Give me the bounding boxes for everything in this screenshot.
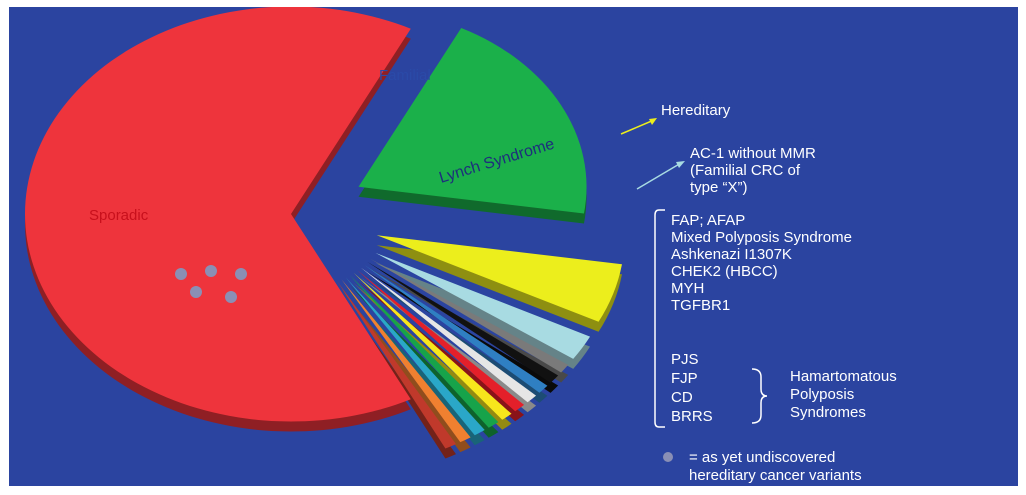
slice-ac-1-without-mmr-familial-crc-of-type-x bbox=[375, 252, 591, 359]
undiscovered-marker-sporadic-4 bbox=[190, 286, 202, 298]
syndrome-label-cd: CD bbox=[671, 389, 693, 406]
slice-label-familial: Familial bbox=[379, 67, 431, 84]
ac1-arrow-head bbox=[676, 161, 685, 168]
syndrome-label-myh: MYH bbox=[671, 280, 704, 297]
slice-mixed-polyposis-syndrome bbox=[367, 261, 559, 383]
slice-ashkenazi-i1307k bbox=[364, 264, 548, 393]
syndromes-bracket bbox=[654, 209, 665, 428]
slice-side-fjp bbox=[345, 287, 485, 446]
undiscovered-marker-sporadic-2 bbox=[205, 265, 217, 277]
legend-text-line-2: hereditary cancer variants bbox=[689, 467, 862, 484]
slice-fjp bbox=[345, 277, 485, 436]
pie-chart: Sporadic Familial Lynch Syndrome Heredit… bbox=[24, 7, 897, 484]
ac1-label-line-3: type “X”) bbox=[690, 179, 748, 196]
hereditary-arrow bbox=[620, 119, 655, 135]
undiscovered-marker-sporadic-3 bbox=[235, 268, 247, 280]
syndrome-label-ashkenazi: Ashkenazi I1307K bbox=[671, 246, 792, 263]
syndrome-label-pjs: PJS bbox=[671, 351, 699, 368]
slice-chek2-hbcc bbox=[360, 267, 537, 403]
syndrome-label-fjp: FJP bbox=[671, 370, 698, 387]
syndrome-label-brrs: BRRS bbox=[671, 408, 713, 425]
undiscovered-marker-sporadic-5 bbox=[225, 291, 237, 303]
slice-lynch-syndrome bbox=[376, 235, 622, 322]
legend-text-line-1: = as yet undiscovered bbox=[689, 449, 835, 466]
slice-fap-afap bbox=[370, 258, 569, 373]
slice-tgfbr1 bbox=[353, 272, 512, 420]
ac1-label-line-2: (Familial CRC of bbox=[690, 162, 801, 179]
hereditary-arrow-head bbox=[649, 118, 657, 125]
slice-side-ac-1-without-mmr-familial-crc-of-type-x bbox=[375, 262, 591, 369]
slice-label-sporadic: Sporadic bbox=[89, 207, 149, 224]
slice-pjs bbox=[349, 275, 499, 428]
hereditary-label: Hereditary bbox=[661, 102, 731, 119]
hamartomatous-label-line-3: Syndromes bbox=[790, 404, 866, 421]
hamartomatous-label-line-2: Polyposis bbox=[790, 386, 854, 403]
slice-myh bbox=[357, 270, 525, 412]
slice-sporadic bbox=[24, 7, 411, 422]
undiscovered-marker-sporadic-1 bbox=[175, 268, 187, 280]
syndrome-label-tgfbr1: TGFBR1 bbox=[671, 297, 730, 314]
syndrome-label-fap: FAP; AFAP bbox=[671, 212, 745, 229]
slice-side-lynch-syndrome bbox=[376, 245, 622, 332]
ac1-arrow bbox=[636, 162, 682, 190]
syndrome-label-chek2: CHEK2 (HBCC) bbox=[671, 263, 778, 280]
hamartomatous-brace bbox=[751, 368, 768, 424]
slice-cd bbox=[341, 279, 471, 443]
ac1-label-line-1: AC-1 without MMR bbox=[690, 145, 816, 162]
hamartomatous-label-line-1: Hamartomatous bbox=[790, 368, 897, 385]
legend-marker-dot bbox=[663, 452, 673, 462]
pie-slices bbox=[24, 7, 622, 459]
slice-familial bbox=[358, 28, 587, 214]
chart-panel: Sporadic Familial Lynch Syndrome Heredit… bbox=[9, 7, 1018, 486]
syndrome-label-mixed: Mixed Polyposis Syndrome bbox=[671, 229, 852, 246]
slice-brrs bbox=[337, 281, 457, 449]
